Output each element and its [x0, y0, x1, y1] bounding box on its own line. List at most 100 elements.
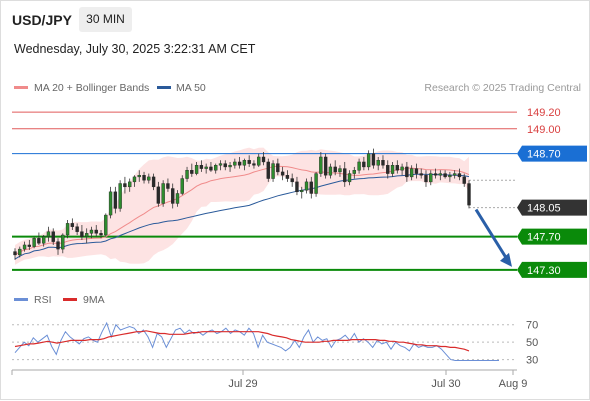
candle-body [462, 176, 466, 184]
bollinger-bands [15, 147, 469, 265]
candle-body [80, 231, 84, 237]
candle [108, 186, 113, 219]
level-label-148.70: 148.70 [527, 149, 561, 161]
candle [214, 163, 218, 174]
candle-body [280, 171, 285, 176]
time-tick-label: Aug 9 [499, 378, 528, 390]
candle [104, 213, 108, 237]
candle [381, 155, 385, 169]
candle [204, 163, 208, 174]
candle-body [85, 233, 89, 237]
candle [266, 158, 270, 182]
candle [46, 226, 51, 242]
candle-body [438, 173, 443, 176]
timeframe-button[interactable]: 30 MIN [79, 7, 132, 32]
candle [209, 161, 213, 172]
candle-body [457, 173, 462, 178]
candle-body [357, 161, 361, 171]
candle-body [400, 166, 404, 171]
candle [199, 160, 204, 172]
candle [319, 151, 323, 177]
level-label-147.30: 147.30 [527, 265, 561, 277]
candle [41, 234, 46, 247]
candle [343, 161, 347, 187]
level-tag-147.70 [517, 228, 587, 245]
candle-body [257, 156, 261, 166]
legend-label-ma50: MA 50 [176, 82, 206, 94]
candle-body [381, 160, 385, 166]
candle-body [319, 156, 323, 174]
forecast-arrow [474, 208, 512, 267]
candle-body [108, 191, 113, 216]
candle-body [228, 165, 232, 168]
candle [37, 232, 41, 245]
candle-body [147, 176, 151, 181]
candle-body [467, 183, 471, 206]
candle [56, 238, 60, 255]
rsi-panel: 70 50 30 [12, 320, 538, 367]
candle-body [366, 153, 371, 168]
candle [94, 225, 98, 237]
candle [123, 176, 127, 194]
level-tag-147.30 [517, 261, 587, 278]
candle-body [214, 165, 218, 171]
candle-body [94, 229, 98, 234]
candle-body [390, 165, 395, 174]
candle [376, 156, 380, 171]
ma50-line [14, 173, 470, 260]
candle-body [304, 181, 309, 191]
legend-label-9ma: 9MA [83, 294, 105, 306]
level-label-149.20: 149.20 [527, 107, 561, 119]
candle [75, 223, 79, 235]
time-axis-ticks: Jul 29 Jul 30 Aug 9 [11, 370, 528, 390]
candle [32, 236, 36, 249]
candle-body [333, 166, 337, 173]
rsi-tick-70: 70 [526, 320, 538, 332]
candle [223, 160, 227, 171]
candle [166, 178, 170, 192]
candle-body [433, 173, 438, 176]
candle [156, 181, 161, 207]
candle [22, 241, 27, 252]
candle-body [151, 176, 156, 188]
candle-body [41, 236, 46, 244]
candle [443, 170, 447, 179]
legend-swatch-ma50 [157, 86, 171, 89]
candle-body [290, 178, 294, 183]
candle-body [46, 231, 51, 237]
candle [323, 153, 328, 179]
candle [118, 180, 122, 212]
candle-body [171, 188, 175, 204]
candle-body [185, 170, 189, 179]
candle [80, 225, 84, 240]
candle [218, 160, 223, 171]
candle [142, 171, 146, 184]
candle [190, 163, 194, 177]
candle [132, 175, 137, 187]
candle [228, 161, 232, 172]
candle-body [247, 160, 251, 164]
candle [18, 246, 22, 258]
candle [147, 173, 151, 184]
candle [452, 170, 457, 179]
candle [161, 180, 165, 207]
candle-body [323, 156, 328, 176]
candle [309, 176, 313, 199]
candle [400, 163, 404, 176]
candle-body [409, 168, 414, 178]
candle [462, 173, 466, 187]
candle [395, 160, 399, 174]
candle [290, 173, 294, 187]
candle [171, 183, 175, 209]
candle [237, 156, 242, 169]
candle [285, 170, 290, 182]
candle-body [194, 165, 199, 174]
candle [271, 160, 275, 182]
candle [357, 158, 361, 174]
candle-body [314, 173, 318, 194]
forecast-arrow-shaft [474, 208, 510, 262]
candle [13, 248, 17, 260]
candle [386, 160, 390, 179]
candle [328, 163, 333, 179]
candle [99, 230, 103, 239]
